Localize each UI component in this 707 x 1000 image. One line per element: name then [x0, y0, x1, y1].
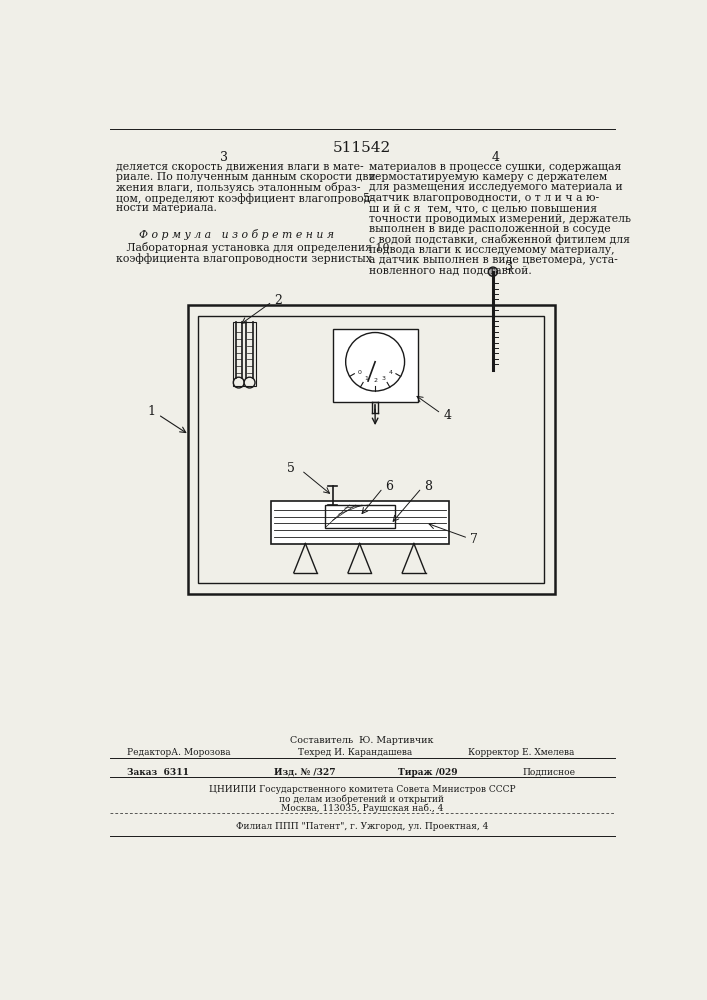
Text: 4: 4 — [491, 151, 499, 164]
Text: Изд. № /327: Изд. № /327 — [274, 768, 336, 777]
Bar — [199, 316, 544, 583]
Text: 7: 7 — [470, 533, 479, 546]
Text: 3: 3 — [506, 260, 513, 273]
Text: 4: 4 — [388, 370, 392, 375]
Text: по делам изобретений и открытий: по делам изобретений и открытий — [279, 795, 445, 804]
Text: Корректор Е. Хмелева: Корректор Е. Хмелева — [468, 748, 575, 757]
Text: Техред И. Карандашева: Техред И. Карандашева — [298, 748, 412, 757]
Text: деляется скорость движения влаги в мате-: деляется скорость движения влаги в мате- — [115, 162, 363, 172]
Bar — [332, 329, 418, 402]
Text: 6: 6 — [385, 480, 393, 493]
Text: РедакторА. Морозова: РедакторА. Морозова — [127, 748, 230, 757]
Text: а датчик выполнен в виде цветомера, уста-: а датчик выполнен в виде цветомера, уста… — [369, 255, 618, 265]
Text: ЦНИИПИ Государственного комитета Совета Министров СССР: ЦНИИПИ Государственного комитета Совета … — [209, 785, 515, 794]
Text: Ф о р м у л а   и з о б р е т е н и я: Ф о р м у л а и з о б р е т е н и я — [139, 229, 334, 240]
Text: 511542: 511542 — [333, 141, 391, 155]
Text: выполнен в виде расположенной в сосуде: выполнен в виде расположенной в сосуде — [369, 224, 611, 234]
Circle shape — [233, 377, 244, 388]
Circle shape — [244, 377, 255, 388]
Text: точности проводимых измерений, держатель: точности проводимых измерений, держатель — [369, 214, 631, 224]
Text: коэффициента влагопроводности зернистых: коэффициента влагопроводности зернистых — [115, 253, 371, 264]
Bar — [187, 305, 555, 594]
Circle shape — [489, 267, 498, 276]
Text: материалов в процессе сушки, содержащая: материалов в процессе сушки, содержащая — [369, 162, 621, 172]
Text: 3: 3 — [220, 151, 228, 164]
Text: ш и й с я  тем, что, с целью повышения: ш и й с я тем, что, с целью повышения — [369, 203, 597, 213]
Bar — [271, 501, 449, 544]
Text: 4: 4 — [443, 409, 451, 422]
Text: Филиал ППП "Патент", г. Ужгород, ул. Проектная, 4: Филиал ППП "Патент", г. Ужгород, ул. Про… — [235, 822, 488, 831]
Text: 1: 1 — [365, 376, 368, 381]
Text: 8: 8 — [424, 480, 432, 493]
Text: Лабораторная установка для определения 10: Лабораторная установка для определения 1… — [115, 242, 389, 253]
Text: 2: 2 — [373, 378, 377, 383]
Text: 5: 5 — [362, 193, 369, 203]
Text: для размещения исследуемого материала и: для размещения исследуемого материала и — [369, 182, 623, 192]
Text: 0: 0 — [358, 370, 362, 375]
Text: термостатируемую камеру с держателем: термостатируемую камеру с держателем — [369, 172, 607, 182]
Text: жения влаги, пользуясь эталонным образ-: жения влаги, пользуясь эталонным образ- — [115, 182, 360, 193]
Text: подвода влаги к исследуемому материалу,: подвода влаги к исследуемому материалу, — [369, 245, 614, 255]
Text: новленного над подставкой.: новленного над подставкой. — [369, 266, 532, 276]
Text: 5: 5 — [288, 462, 296, 475]
Text: Тираж /029: Тираж /029 — [398, 768, 458, 777]
Text: 1: 1 — [147, 405, 155, 418]
Circle shape — [346, 333, 404, 391]
Text: Заказ  6311: Заказ 6311 — [127, 768, 189, 777]
Text: цом, определяют коэффициент влагопровод-: цом, определяют коэффициент влагопровод- — [115, 193, 373, 204]
Text: 3: 3 — [382, 376, 386, 381]
Text: Составитель  Ю. Мартивчик: Составитель Ю. Мартивчик — [290, 736, 433, 745]
Bar — [325, 505, 395, 528]
Text: 2: 2 — [274, 294, 282, 307]
Bar — [233, 322, 256, 386]
Text: Москва, 113035, Раушская наб., 4: Москва, 113035, Раушская наб., 4 — [281, 804, 443, 813]
Text: датчик влагопроводности, о т л и ч а ю-: датчик влагопроводности, о т л и ч а ю- — [369, 193, 599, 203]
Text: риале. По полученным данным скорости дви-: риале. По полученным данным скорости дви… — [115, 172, 379, 182]
Text: ности материала.: ности материала. — [115, 203, 216, 213]
Text: Подписное: Подписное — [522, 768, 575, 777]
Text: с водой подставки, снабженной фитилем для: с водой подставки, снабженной фитилем дл… — [369, 234, 630, 245]
